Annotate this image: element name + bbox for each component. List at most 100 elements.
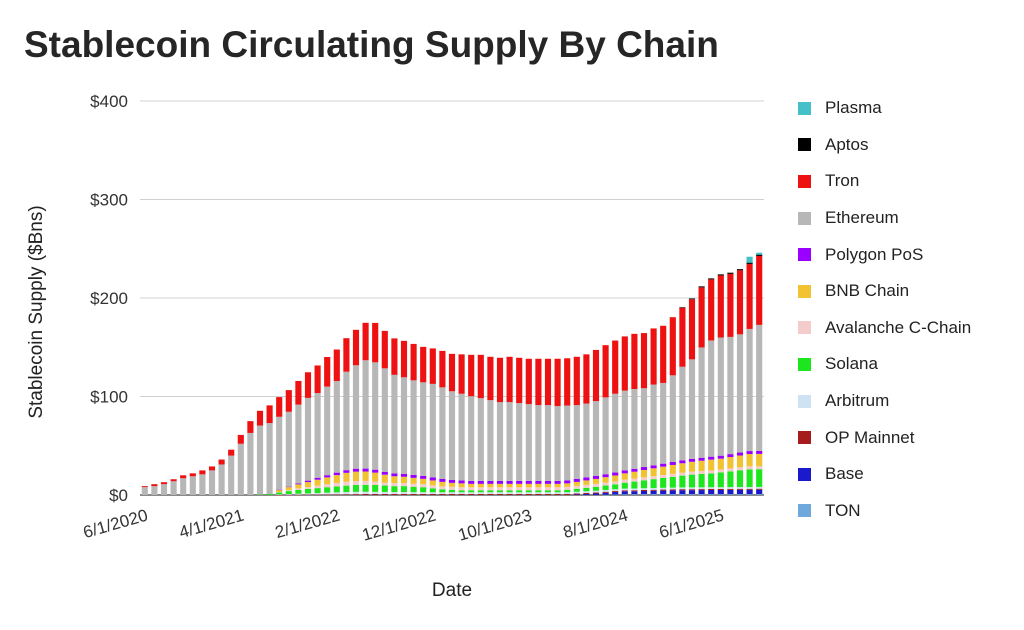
bar-segment-tron [544,358,552,406]
bar-segment-op-mainnet [746,488,753,490]
bar-segment-tron [669,317,676,376]
bar-segment-arbitrum [669,487,676,490]
legend-item-arbitrum: Arbitrum [798,383,971,420]
y-axis-title: Stablecoin Supply ($Bns) [26,205,47,418]
bar-segment-ethereum [640,388,648,468]
bar-segment-solana [708,473,715,488]
bar-segment-arbitrum [516,492,523,495]
bar-segment-bnb-chain [650,468,657,477]
bar-segment-arbitrum [372,491,379,495]
bar-segment-polygon-pos [458,480,465,484]
bar-stack-16 [295,380,302,496]
bar-segment-avalanche-c-chain [391,483,398,487]
bar-segment-tron [256,410,264,426]
bar-segment-polygon-pos [304,480,312,483]
bar-segment-op-mainnet [544,494,552,495]
legend-swatch [798,467,811,481]
bar-segment-aptos [679,307,686,308]
bar-segment-tron [564,358,571,406]
bar-segment-ton [736,494,744,495]
bar-stack-28 [410,343,417,495]
bar-segment-op-mainnet [669,489,676,491]
legend-swatch [798,138,811,152]
bar-segment-solana [727,471,734,488]
bar-segment-solana [429,488,436,493]
bar-segment-arbitrum [679,487,686,490]
bar-segment-bnb-chain [669,464,676,474]
bar-segment-avalanche-c-chain [410,483,417,487]
bar-segment-solana [756,469,763,487]
bar-segment-avalanche-c-chain [727,468,734,472]
bar-segment-tron [592,349,600,402]
bar-segment-avalanche-c-chain [717,469,724,473]
bar-segment-ton [660,494,667,495]
bar-stack-58 [698,286,705,495]
bar-segment-arbitrum [391,492,398,495]
bar-segment-arbitrum [736,487,744,489]
bar-segment-op-mainnet [324,494,331,495]
bar-stack-40 [525,358,532,495]
bar-segment-ethereum [372,362,379,470]
bar-segment-ethereum [276,416,283,490]
bar-segment-bnb-chain [564,483,571,487]
bar-segment-op-mainnet [276,494,283,496]
bar-segment-arbitrum [621,488,628,491]
bar-segment-solana [621,482,628,489]
bar-stack-18 [314,365,321,496]
legend-label: Arbitrum [825,391,890,411]
bar-segment-op-mainnet [736,488,744,490]
bar-segment-solana [381,485,388,492]
bar-segment-avalanche-c-chain [429,485,436,489]
legend-item-base: Base [798,456,971,493]
bar-segment-avalanche-c-chain [592,483,600,487]
bar-segment-arbitrum [717,487,724,489]
bar-segment-ethereum [324,386,331,476]
bar-segment-solana [304,488,312,494]
bar-segment-ethereum [736,334,744,453]
bar-segment-ton [602,494,609,496]
bar-segment-ethereum [420,382,427,476]
bar-segment-bnb-chain [506,483,513,488]
bar-segment-arbitrum [698,487,705,490]
bar-segment-bnb-chain [583,480,590,485]
bar-segment-tron [631,333,638,390]
bar-segment-polygon-pos [276,489,283,491]
bar-segment-avalanche-c-chain [420,484,427,488]
bar-segment-solana [333,486,340,493]
bar-segment-arbitrum [343,492,350,495]
bar-segment-aptos [736,269,744,271]
bar-segment-tron [679,307,686,367]
bar-segment-tron [525,358,532,405]
bar-segment-base [631,491,638,495]
bar-segment-arbitrum [410,492,417,495]
bar-segment-tron [352,329,360,366]
bar-stack-52 [640,333,648,495]
bar-segment-solana [544,490,552,493]
x-axis-ticks: 6/1/2020 4/1/2021 2/1/2022 12/1/2022 10/1/20… [81,506,726,545]
bar-segment-solana [372,484,379,492]
x-tick-label: 12/1/2022 [360,506,438,545]
bar-segment-op-mainnet [496,494,504,495]
y-tick-label: $200 [90,289,128,308]
bar-segment-polygon-pos [525,480,532,484]
bar-segment-tron [247,421,254,433]
bar-segment-op-mainnet [525,494,532,495]
bar-segment-arbitrum [756,486,763,489]
bar-segment-avalanche-c-chain [516,487,523,491]
legend-item-polygon-pos: Polygon PoS [798,236,971,273]
bar-segment-polygon-pos [343,470,350,473]
bar-segment-avalanche-c-chain [276,491,283,493]
bar-stack-60 [717,274,724,495]
bar-segment-base [621,491,628,495]
bar-stack-29 [420,346,427,495]
bar-segment-tron [141,486,148,488]
bar-stack-1 [151,484,158,495]
bar-segment-solana [717,472,724,488]
bar-segment-avalanche-c-chain [621,479,628,483]
bar-segment-ethereum [285,411,292,487]
bar-segment-ethereum [448,391,456,480]
bar-segment-ethereum [612,393,619,473]
bar-segment-ton [746,494,753,495]
bar-segment-ethereum [688,359,696,459]
bar-segment-avalanche-c-chain [736,467,744,471]
